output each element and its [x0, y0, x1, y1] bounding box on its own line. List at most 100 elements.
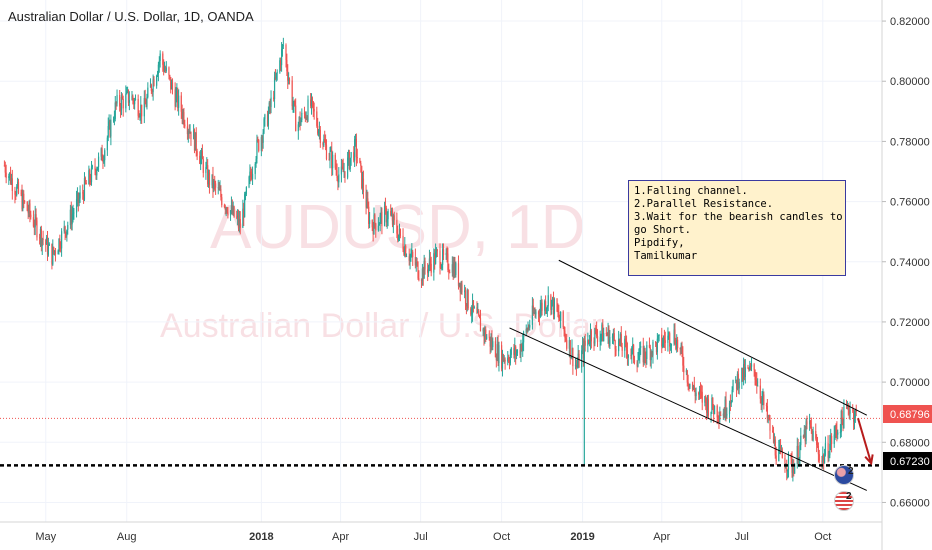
candle-body: [668, 333, 670, 336]
candle-body: [812, 431, 814, 441]
candle-body: [485, 329, 487, 340]
candle-body: [750, 364, 753, 367]
candle-body: [821, 460, 823, 462]
candle-body: [412, 251, 414, 258]
candle-body: [237, 215, 240, 227]
candle-body: [775, 455, 777, 462]
candle-body: [350, 152, 352, 158]
candle-body: [836, 429, 838, 435]
candle-body: [545, 301, 547, 312]
candle-body: [176, 90, 178, 95]
candle-body: [214, 180, 216, 184]
candle-body: [694, 390, 696, 397]
text-note[interactable]: 1.Falling channel. 2.Parallel Resistance.…: [628, 180, 846, 276]
candle-body: [32, 217, 35, 227]
candle-body: [54, 250, 57, 255]
candle-body: [139, 115, 141, 117]
candle-body: [454, 262, 456, 275]
candle-body: [581, 344, 584, 351]
candle-body: [20, 192, 22, 194]
candle-body: [484, 329, 486, 338]
candle-body: [143, 98, 145, 117]
candle-body: [415, 262, 417, 266]
candle-body: [667, 335, 669, 343]
candle-body: [691, 383, 694, 390]
candle-body: [47, 245, 49, 255]
candle-body: [805, 421, 807, 442]
candle-body: [630, 355, 632, 356]
candle-body: [366, 198, 368, 208]
candle-body: [429, 258, 431, 264]
candle-body: [602, 324, 604, 342]
candle-body: [112, 119, 115, 121]
candle-body: [213, 180, 215, 190]
candle-body: [137, 98, 139, 116]
candle-body: [779, 446, 782, 450]
candle-body: [397, 233, 399, 241]
candle-body: [65, 232, 67, 237]
candle-body: [815, 431, 817, 439]
candle-body: [383, 205, 386, 227]
candle-body: [15, 194, 17, 196]
note-line: Pipdify,: [634, 237, 685, 249]
candle-body: [442, 249, 445, 255]
candle-body: [569, 340, 571, 359]
candle-body: [254, 163, 256, 174]
candle-body: [464, 290, 467, 304]
candle-body: [338, 174, 340, 183]
candle-body: [718, 417, 720, 420]
candle-body: [459, 282, 461, 293]
candle-body: [45, 239, 47, 245]
candle-body: [503, 359, 505, 362]
price-axis[interactable]: 0.82000 0.80000 0.78000 0.76000 0.74000 0.720…: [882, 16, 930, 509]
candle-body: [799, 445, 801, 459]
x-tick-label: Oct: [814, 531, 831, 543]
candle-body: [104, 150, 106, 161]
candle-body: [106, 137, 108, 151]
candle-body: [589, 342, 591, 344]
candle-body: [17, 181, 19, 187]
candle-body: [578, 353, 580, 368]
candle-body: [212, 174, 214, 190]
note-line: 3.Wait for the bearish candles to: [634, 211, 843, 223]
candle-body: [531, 305, 533, 325]
candle-body: [299, 117, 301, 126]
candle-body: [39, 229, 42, 239]
candle-body: [509, 354, 511, 364]
candle-body: [704, 396, 706, 403]
candle-body: [145, 104, 147, 107]
us-flag-event-icon[interactable]: [834, 491, 854, 511]
candle-body: [849, 409, 851, 414]
candle-body: [755, 379, 757, 382]
candle-body: [624, 338, 626, 351]
candle-body: [379, 215, 381, 224]
candle-body: [418, 278, 420, 281]
candle-body: [162, 53, 164, 65]
au-flag-event-icon[interactable]: [834, 465, 854, 485]
candle-body: [417, 262, 419, 279]
current-price-text: 0.68796: [890, 409, 930, 421]
candle-body: [328, 159, 330, 160]
candle-body: [594, 328, 596, 344]
candle-body: [193, 130, 195, 140]
candle-body: [796, 445, 798, 464]
candle-body: [196, 151, 198, 156]
candle-body: [242, 208, 244, 228]
candle-body: [600, 334, 602, 338]
candle-body: [168, 67, 170, 76]
candle-body: [478, 310, 480, 316]
candle-body: [743, 364, 745, 380]
candle-body: [310, 97, 313, 106]
candle-body: [69, 209, 71, 226]
candle-body: [89, 170, 91, 181]
candle-body: [816, 438, 818, 445]
candle-body: [533, 312, 535, 314]
time-axis[interactable]: May Aug 2018 Apr Jul Oct 2019 Apr Jul Oct: [35, 531, 831, 543]
candle-body: [184, 124, 186, 127]
candle-body: [159, 53, 161, 61]
x-tick-label: Apr: [653, 531, 670, 543]
candle-body: [650, 351, 652, 361]
candle-body: [729, 403, 731, 404]
candle-body: [267, 112, 269, 126]
